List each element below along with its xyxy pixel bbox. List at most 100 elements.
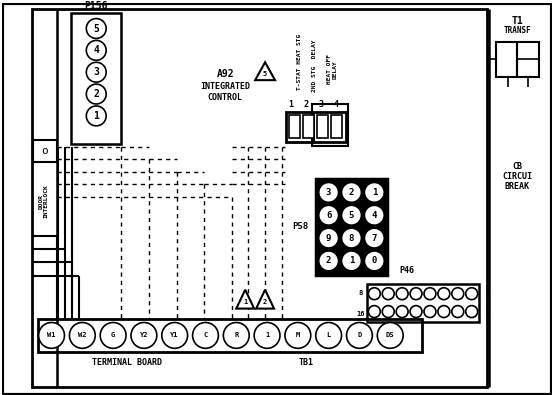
Circle shape (131, 322, 157, 348)
Circle shape (342, 228, 361, 248)
Circle shape (254, 322, 280, 348)
Circle shape (316, 322, 342, 348)
Bar (331, 115, 342, 138)
Text: 4: 4 (93, 45, 99, 55)
Polygon shape (255, 62, 275, 80)
Text: DS: DS (386, 333, 394, 339)
Circle shape (452, 306, 464, 318)
Bar (517, 42, 539, 77)
Text: 1: 1 (372, 188, 377, 197)
Text: C: C (203, 333, 208, 339)
Bar (71, 13, 121, 144)
Circle shape (365, 251, 384, 271)
Text: P46: P46 (399, 266, 414, 275)
Text: 8: 8 (358, 290, 362, 296)
Circle shape (342, 205, 361, 225)
Circle shape (368, 288, 380, 300)
Circle shape (424, 306, 436, 318)
Bar (495, 42, 517, 77)
Text: 3: 3 (326, 188, 331, 197)
Circle shape (39, 322, 64, 348)
Circle shape (377, 322, 403, 348)
Text: TRANSF: TRANSF (504, 26, 531, 35)
Text: HEAT OFF
DELAY: HEAT OFF DELAY (327, 54, 338, 84)
Text: 5: 5 (93, 24, 99, 34)
Text: 4: 4 (333, 100, 338, 109)
Polygon shape (256, 290, 274, 308)
Circle shape (368, 306, 380, 318)
Bar (367, 284, 479, 322)
Polygon shape (236, 290, 254, 308)
Circle shape (285, 322, 311, 348)
Circle shape (223, 322, 249, 348)
Circle shape (365, 205, 384, 225)
Circle shape (69, 322, 95, 348)
Text: 2ND STG  DELAY: 2ND STG DELAY (312, 39, 317, 92)
Text: 4: 4 (372, 211, 377, 220)
Text: 16: 16 (356, 310, 365, 316)
Circle shape (346, 322, 372, 348)
Circle shape (396, 288, 408, 300)
Circle shape (342, 251, 361, 271)
Text: 9: 9 (326, 233, 331, 243)
Circle shape (365, 182, 384, 202)
Circle shape (86, 106, 106, 126)
Bar (38, 318, 422, 352)
Text: 1: 1 (93, 111, 99, 121)
Text: 2: 2 (349, 188, 354, 197)
Text: 1: 1 (243, 299, 247, 305)
Bar (316, 179, 387, 275)
Circle shape (319, 205, 338, 225)
Circle shape (162, 322, 188, 348)
Text: 6: 6 (326, 211, 331, 220)
Bar (286, 112, 346, 142)
Circle shape (382, 306, 394, 318)
Text: 2: 2 (303, 100, 309, 109)
Bar (303, 115, 314, 138)
Circle shape (319, 251, 338, 271)
Text: 2: 2 (326, 256, 331, 265)
Bar (33, 140, 57, 162)
Text: o: o (41, 146, 48, 156)
Text: 9: 9 (485, 310, 490, 316)
Text: 3: 3 (318, 100, 323, 109)
Text: CB
CIRCUI
BREAK: CB CIRCUI BREAK (502, 162, 532, 192)
Text: P58: P58 (292, 222, 308, 231)
Text: DOOR
INTERLOCK: DOOR INTERLOCK (38, 184, 49, 218)
Text: M: M (296, 333, 300, 339)
Bar (289, 115, 300, 138)
Bar (312, 104, 347, 146)
Text: 2: 2 (93, 89, 99, 99)
Text: G: G (111, 333, 115, 339)
Text: 1: 1 (485, 290, 490, 296)
Text: L: L (326, 333, 331, 339)
Circle shape (100, 322, 126, 348)
Bar (317, 115, 327, 138)
Circle shape (319, 182, 338, 202)
Text: Y2: Y2 (140, 333, 148, 339)
Text: 8: 8 (349, 233, 354, 243)
Circle shape (86, 62, 106, 82)
Text: 5: 5 (349, 211, 354, 220)
Text: P156: P156 (85, 1, 108, 11)
Text: R: R (234, 333, 238, 339)
Circle shape (193, 322, 218, 348)
Circle shape (466, 306, 478, 318)
Circle shape (396, 306, 408, 318)
Text: 5: 5 (263, 71, 267, 77)
Circle shape (466, 288, 478, 300)
Text: A92: A92 (217, 69, 234, 79)
Text: D: D (357, 333, 362, 339)
Text: INTEGRATED
CONTROL: INTEGRATED CONTROL (201, 83, 250, 102)
Circle shape (438, 306, 450, 318)
Text: TERMINAL BOARD: TERMINAL BOARD (92, 358, 162, 367)
Text: W1: W1 (47, 333, 56, 339)
Text: 7: 7 (372, 233, 377, 243)
Text: W2: W2 (78, 333, 86, 339)
Circle shape (438, 288, 450, 300)
Text: 2: 2 (263, 299, 267, 305)
Circle shape (86, 19, 106, 38)
Circle shape (342, 182, 361, 202)
Circle shape (319, 228, 338, 248)
Text: TB1: TB1 (298, 358, 314, 367)
